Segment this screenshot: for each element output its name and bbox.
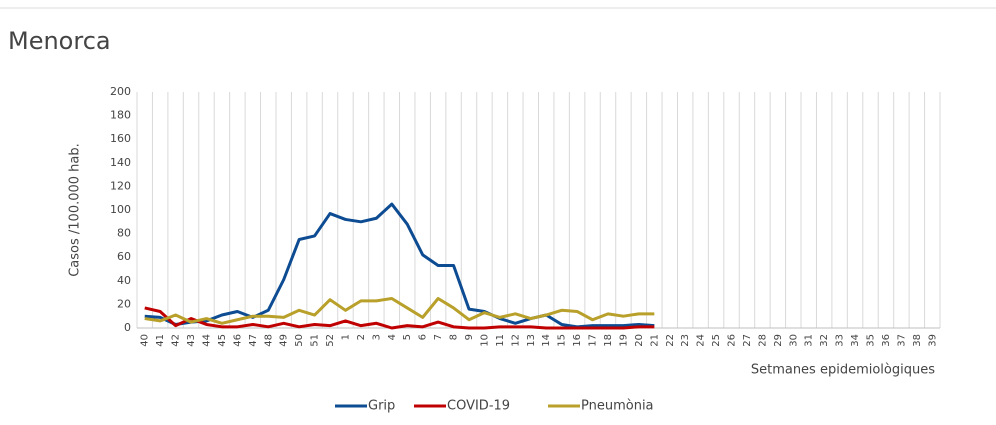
x-tick-label: 44 bbox=[201, 334, 212, 347]
x-tick-label: 32 bbox=[819, 334, 830, 347]
x-tick-label: 2 bbox=[356, 334, 367, 340]
x-tick-label: 19 bbox=[618, 334, 629, 347]
series-line bbox=[144, 306, 655, 330]
y-tick-label: 40 bbox=[117, 274, 131, 287]
x-tick-label: 12 bbox=[510, 334, 521, 347]
x-tick-label: 24 bbox=[696, 334, 707, 347]
x-tick-label: 9 bbox=[464, 334, 475, 340]
x-tick-label: 15 bbox=[557, 334, 568, 347]
y-tick-label: 100 bbox=[110, 203, 131, 216]
x-tick-label: 49 bbox=[279, 334, 290, 347]
y-tick-label: 140 bbox=[110, 156, 131, 169]
x-tick-label: 14 bbox=[541, 334, 552, 347]
x-tick-label: 28 bbox=[757, 334, 768, 347]
x-tick-label: 27 bbox=[742, 334, 753, 347]
x-tick-label: 1 bbox=[340, 334, 351, 340]
x-tick-label: 20 bbox=[634, 334, 645, 347]
y-tick-label: 0 bbox=[124, 321, 131, 334]
x-tick-label: 3 bbox=[371, 334, 382, 340]
y-tick-label: 60 bbox=[117, 250, 131, 263]
x-tick-label: 35 bbox=[866, 334, 877, 347]
legend-label: COVID-19 bbox=[447, 399, 510, 414]
x-tick-label: 25 bbox=[711, 334, 722, 347]
x-tick-label: 33 bbox=[835, 334, 846, 347]
x-tick-label: 40 bbox=[140, 334, 151, 347]
y-axis-label: Casos /100.000 hab. bbox=[68, 143, 83, 277]
chart-title: Menorca bbox=[8, 27, 111, 55]
x-tick-label: 29 bbox=[773, 334, 784, 347]
x-tick-label: 13 bbox=[526, 334, 537, 347]
legend-label: Grip bbox=[368, 399, 395, 414]
x-tick-label: 45 bbox=[217, 334, 228, 347]
x-tick-label: 43 bbox=[186, 334, 197, 347]
x-tick-label: 18 bbox=[603, 334, 614, 347]
x-axis-label: Setmanes epidemiològiques bbox=[751, 363, 935, 378]
x-tick-label: 47 bbox=[248, 334, 259, 347]
x-tick-label: 41 bbox=[155, 334, 166, 347]
x-tick-label: 37 bbox=[896, 334, 907, 347]
x-tick-label: 36 bbox=[881, 334, 892, 347]
y-tick-label: 120 bbox=[110, 179, 131, 192]
x-tick-label: 8 bbox=[449, 334, 460, 340]
y-tick-label: 80 bbox=[117, 227, 131, 240]
x-tick-label: 42 bbox=[171, 334, 182, 347]
x-tick-label: 30 bbox=[788, 334, 799, 347]
x-tick-label: 23 bbox=[680, 334, 691, 347]
x-tick-label: 6 bbox=[418, 334, 429, 340]
x-tick-label: 10 bbox=[479, 334, 490, 347]
legend-label: Pneumònia bbox=[581, 399, 654, 414]
x-tick-label: 21 bbox=[649, 334, 660, 347]
y-tick-label: 160 bbox=[110, 132, 131, 145]
y-tick-label: 200 bbox=[110, 85, 131, 98]
x-tick-label: 22 bbox=[665, 334, 676, 347]
x-tick-label: 34 bbox=[850, 334, 861, 347]
x-tick-label: 39 bbox=[927, 334, 938, 347]
x-tick-label: 52 bbox=[325, 334, 336, 347]
y-tick-label: 180 bbox=[110, 109, 131, 122]
x-tick-label: 46 bbox=[232, 334, 243, 347]
x-tick-label: 26 bbox=[727, 334, 738, 347]
x-tick-label: 11 bbox=[495, 334, 506, 347]
series-line bbox=[144, 202, 655, 329]
x-tick-label: 50 bbox=[294, 334, 305, 347]
x-tick-label: 31 bbox=[804, 334, 815, 347]
x-tick-label: 17 bbox=[588, 334, 599, 347]
x-tick-label: 48 bbox=[263, 334, 274, 347]
series-line bbox=[144, 297, 655, 325]
x-tick-label: 38 bbox=[912, 334, 923, 347]
y-tick-label: 20 bbox=[117, 297, 131, 310]
x-tick-label: 5 bbox=[402, 334, 413, 340]
x-tick-label: 4 bbox=[387, 334, 398, 340]
x-tick-label: 51 bbox=[310, 334, 321, 347]
x-tick-label: 16 bbox=[572, 334, 583, 347]
x-tick-label: 7 bbox=[433, 334, 444, 340]
